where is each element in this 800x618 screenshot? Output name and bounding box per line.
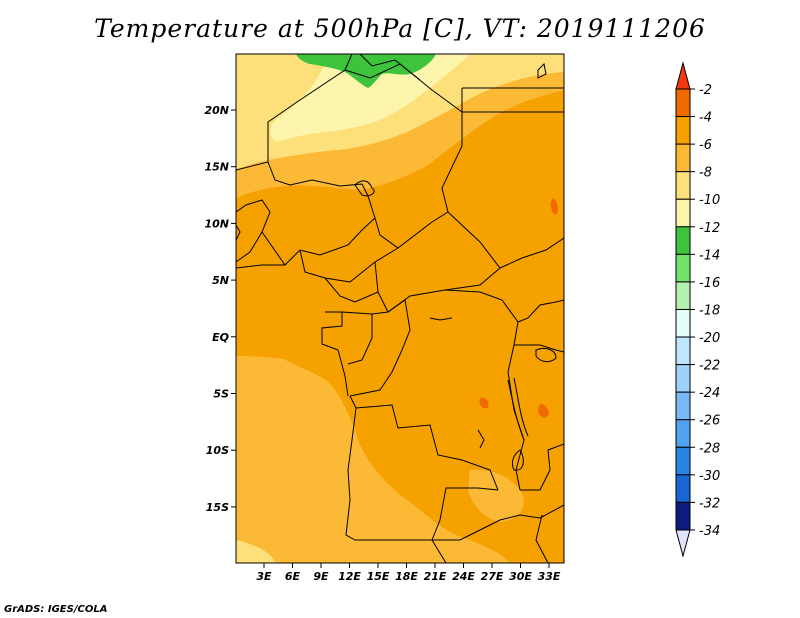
colorbar-label: -20	[699, 331, 720, 346]
band-minus10-minus8	[236, 540, 275, 563]
colorbar-swatch	[675, 501, 691, 531]
colorbar-label: -8	[699, 166, 712, 181]
colorbar-swatch	[675, 446, 691, 476]
band-minus4-minus2	[550, 198, 558, 215]
y-tick-label: 10N	[204, 217, 229, 230]
colorbar-swatch	[675, 281, 691, 310]
colorbar-swatch	[675, 336, 691, 366]
colorbar-label: -6	[699, 138, 712, 153]
grads-credit: GrADS: IGES/COLA	[4, 604, 108, 615]
colorbar-top-arrow	[675, 61, 691, 90]
x-tick-label: 6E	[285, 570, 301, 583]
colorbar-swatch	[675, 143, 691, 173]
colorbar-label: -28	[699, 441, 720, 456]
band-minus4-minus2	[479, 397, 489, 409]
x-tick-label: 30E	[509, 570, 532, 583]
map-title: Temperature at 500hPa [C], VT: 201911120…	[94, 14, 706, 43]
temperature-field	[236, 54, 564, 563]
y-tick-label: EQ	[212, 331, 229, 344]
plot-frame	[235, 53, 565, 564]
country-borders	[236, 54, 564, 563]
band-minus14-minus12	[296, 54, 436, 88]
colorbar-swatch	[675, 253, 691, 283]
x-tick-label: 15E	[367, 570, 390, 583]
colorbar-label: -14	[699, 248, 720, 263]
colorbar-swatch	[675, 419, 691, 448]
colorbar-label: -18	[699, 303, 720, 318]
y-tick-label: 5N	[212, 274, 229, 287]
y-tick-label: 15N	[204, 161, 229, 174]
x-tick-label: 24E	[452, 570, 475, 583]
y-axis-ticks: 20N 15N 10N 5N EQ 5S 10S 15S	[204, 104, 236, 514]
colorbar-swatch	[675, 391, 691, 421]
colorbar-label: -26	[699, 414, 720, 429]
band-minus8-minus6	[468, 469, 524, 522]
x-tick-label: 3E	[256, 570, 272, 583]
y-tick-label: 10S	[206, 444, 229, 457]
y-tick-label: 20N	[204, 104, 229, 117]
x-tick-label: 27E	[481, 570, 504, 583]
x-axis-ticks: 3E 6E 9E 12E 15E 18E 21E 24E 27E 30E 33E	[256, 563, 561, 583]
colorbar-label: -32	[699, 496, 720, 511]
x-tick-label: 18E	[395, 570, 418, 583]
y-tick-label: 15S	[206, 501, 229, 514]
colorbar-label: -12	[699, 221, 720, 236]
x-tick-label: 33E	[538, 570, 561, 583]
colorbar-bottom-arrow	[675, 529, 691, 558]
colorbar-label: -34	[699, 524, 720, 539]
colorbar: -2 -4 -6 -8 -10 -12 -14 -16 -18 -20 -22 -24 -26 -28 -3…	[675, 61, 720, 558]
colorbar-label: -24	[699, 386, 720, 401]
band-minus8-minus6	[236, 356, 510, 563]
colorbar-label: -22	[699, 359, 720, 374]
x-tick-label: 12E	[338, 570, 361, 583]
colorbar-swatch	[675, 308, 691, 338]
colorbar-label: -30	[699, 469, 720, 484]
colorbar-swatch	[675, 198, 691, 228]
colorbar-swatch	[675, 226, 691, 255]
colorbar-swatch	[675, 116, 691, 145]
colorbar-label: -10	[699, 193, 720, 208]
colorbar-swatch	[675, 364, 691, 393]
colorbar-swatch	[675, 88, 691, 118]
colorbar-label: -2	[699, 83, 712, 98]
x-tick-label: 21E	[424, 570, 447, 583]
band-minus4-minus2	[538, 404, 549, 418]
colorbar-swatch	[675, 474, 691, 503]
band-minus12-minus10	[270, 54, 470, 142]
x-tick-label: 9E	[313, 570, 329, 583]
colorbar-label: -4	[699, 111, 712, 126]
colorbar-swatch	[675, 171, 691, 200]
y-tick-label: 5S	[213, 388, 229, 401]
colorbar-label: -16	[699, 276, 720, 291]
